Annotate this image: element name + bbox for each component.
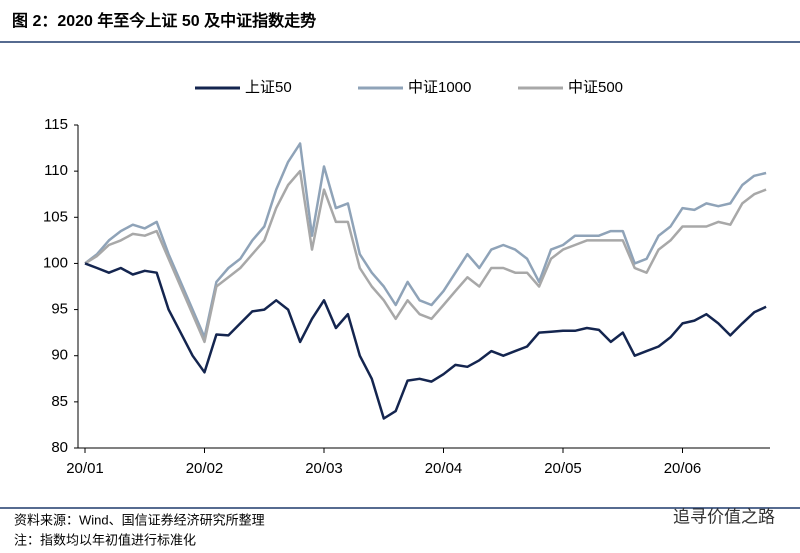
x-tick-label: 20/04 — [425, 460, 463, 477]
y-tick-label: 90 — [51, 347, 68, 364]
x-tick-label: 20/02 — [186, 460, 224, 477]
series-line — [84, 142, 767, 339]
legend-label: 中证1000 — [408, 79, 471, 96]
source: 资料来源：Wind、国信证券经济研究所整理 — [14, 512, 265, 527]
y-tick-label: 80 — [51, 439, 68, 456]
x-tick-label: 20/06 — [664, 460, 702, 477]
legend-label: 上证50 — [245, 79, 292, 96]
note: 注：指数均以年初值进行标准化 — [14, 532, 196, 547]
legend-label: 中证500 — [568, 79, 623, 96]
chart-title: 图 2：2020 年至今上证 50 及中证指数走势 — [12, 11, 316, 30]
y-tick-label: 100 — [43, 254, 68, 271]
y-tick-label: 105 — [43, 208, 68, 225]
x-tick-label: 20/01 — [66, 460, 104, 477]
x-tick-label: 20/03 — [305, 460, 343, 477]
y-tick-label: 110 — [44, 162, 68, 179]
watermark: 追寻价值之路 — [673, 507, 775, 526]
y-tick-label: 95 — [51, 301, 68, 318]
series-line — [84, 262, 767, 420]
series-line — [84, 169, 767, 344]
x-tick-label: 20/05 — [544, 460, 582, 477]
y-tick-label: 115 — [44, 116, 68, 133]
y-tick-label: 85 — [51, 393, 68, 410]
